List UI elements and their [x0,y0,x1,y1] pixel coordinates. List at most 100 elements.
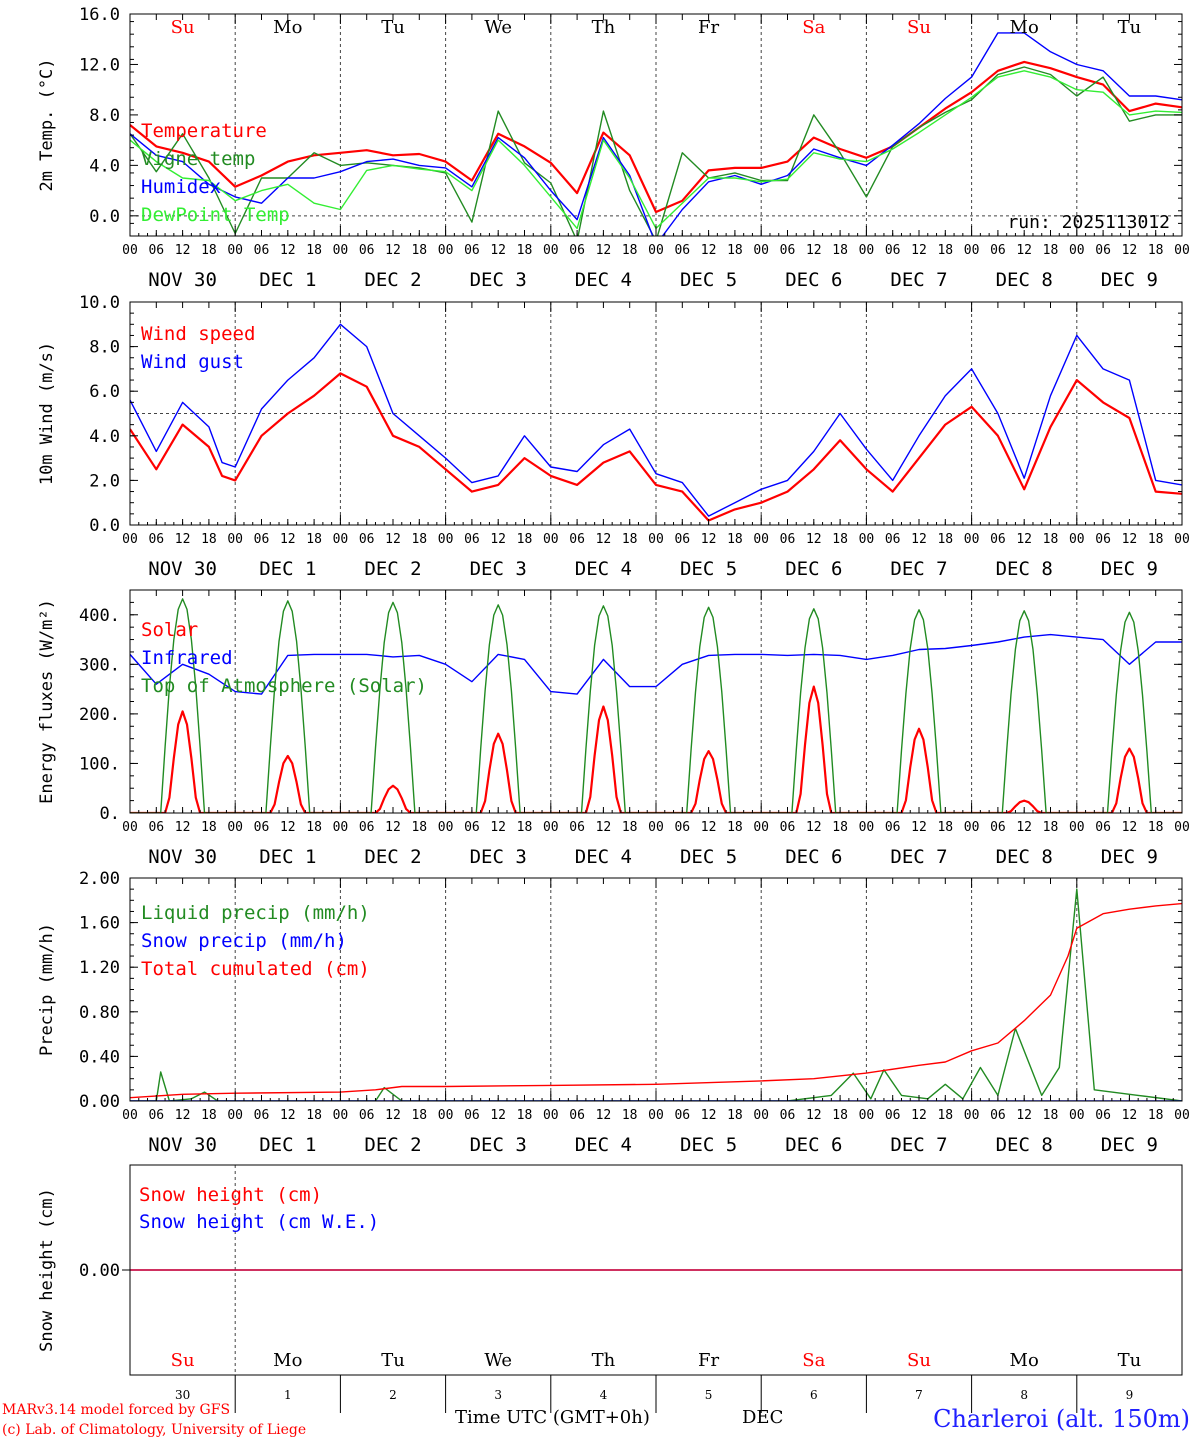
panel-2-date-label: NOV 30 [148,846,217,868]
panel-4-day-number: 6 [810,1388,818,1402]
panel-3-hour-label: 06 [674,1108,690,1123]
panel-2-hour-label: 18 [1148,820,1164,835]
panel-1-hour-label: 00 [543,532,559,547]
panel-1-hour-label: 00 [1069,532,1085,547]
panel-2-hour-label: 06 [359,820,375,835]
panel-2-legend-1: Infrared [141,647,233,669]
panel-4-day-number: 2 [389,1388,397,1402]
panel-1-hour-label: 12 [701,532,717,547]
panel-3-hour-label: 06 [148,1108,164,1123]
grid-layer [130,14,1182,1375]
panel-1-hour-label: 06 [1095,532,1111,547]
panel-0-hour-label: 18 [622,243,638,258]
top-day-abbr: Tu [381,17,405,38]
panel-4-day-abbr: Mo [273,1350,302,1371]
panel-4-day-number: 1 [284,1388,292,1402]
panel-2-date-label: DEC 2 [364,846,421,868]
panel-2-hour-label: 18 [201,820,217,835]
panel-3-legend-1: Snow precip (mm/h) [141,930,347,952]
panel-0-hour-label: 06 [569,243,585,258]
panel-0-date-label: DEC 1 [259,269,316,291]
panel-4-day-abbr: Mo [1010,1350,1039,1371]
panel-2-hour-label: 00 [859,820,875,835]
top-day-abbr: Th [592,17,616,38]
panel-0-hour-label: 18 [201,243,217,258]
model-credit: MARv3.14 model forced by GFS [2,1402,230,1418]
panel-2-hour-label: 18 [411,820,427,835]
panel-2-hour-label: 12 [175,820,191,835]
panel-0-date-label: DEC 2 [364,269,421,291]
panel-0-hour-label: 06 [254,243,270,258]
panel-3-legend-2: Total cumulated (cm) [141,958,370,980]
panel-1-hour-label: 06 [148,532,164,547]
panel-3-hour-label: 00 [648,1108,664,1123]
panel-0-hour-label: 18 [517,243,533,258]
panel-3-hour-label: 18 [201,1108,217,1123]
panel-3-hour-label: 18 [306,1108,322,1123]
panel-1-hour-label: 18 [727,532,743,547]
panel-1-series-0-line [130,372,1182,522]
panel-0-hour-label: 18 [1043,243,1059,258]
panel-1-hour-label: 18 [306,532,322,547]
panel-4-day-abbr: Tu [1118,1350,1142,1371]
panel-4-day-abbr: Su [171,1350,195,1371]
panel-2-hour-label: 00 [1069,820,1085,835]
panel-2-hour-label: 12 [596,820,612,835]
panel-1-legend-0: Wind speed [141,323,255,345]
panel-0-date-label: DEC 7 [890,269,947,291]
panel-2-ylabel: Energy fluxes (W/m²) [37,599,57,804]
panel-2-ytick-label: 300. [79,655,120,675]
panel-2-date-label: DEC 6 [785,846,842,868]
panel-1-hour-label: 12 [806,532,822,547]
panel-3-hour-label: 12 [1016,1108,1032,1123]
panel-1-hour-label: 06 [464,532,480,547]
panel-2-ytick-label: 100. [79,754,120,774]
panel-1-hour-label: 12 [175,532,191,547]
panel-1-hour-label: 00 [753,532,769,547]
panel-0-series-1-line [130,66,1182,236]
panel-1-hour-label: 12 [490,532,506,547]
panel-2-hour-label: 06 [885,820,901,835]
panel-3-date-label: DEC 6 [785,1134,842,1156]
panel-1-ylabel: 10m Wind (m/s) [37,342,57,485]
panel-1-hour-label: 18 [832,532,848,547]
panel-0-hour-label: 00 [543,243,559,258]
panel-1-hour-label: 06 [990,532,1006,547]
panel-1-date-label: DEC 8 [996,558,1053,580]
panel-2-hour-label: 12 [280,820,296,835]
panel-0-hour-label: 12 [806,243,822,258]
panel-0-hour-label: 18 [832,243,848,258]
panel-2-hour-label: 00 [438,820,454,835]
panel-0-hour-label: 00 [859,243,875,258]
panel-4-legend-1: Snow height (cm W.E.) [139,1211,379,1233]
panel-1-hour-label: 00 [122,532,138,547]
panel-0-date-label: DEC 3 [470,269,527,291]
panel-4-day-number: 5 [705,1388,713,1402]
panel-2-date-label: DEC 1 [259,846,316,868]
panel-3-hour-label: 18 [622,1108,638,1123]
panel-1-legend-1: Wind gust [141,351,244,373]
panel-0-ytick-label: 0.0 [89,207,120,227]
panel-1-ytick-label: 10.0 [79,293,120,313]
panel-2-hour-label: 00 [1174,820,1190,835]
time-axis-label: Time UTC (GMT+0h) [455,1407,650,1428]
panel-2-hour-label: 18 [1043,820,1059,835]
panel-3-hour-label: 12 [1122,1108,1138,1123]
panel-2-hour-label: 12 [1122,820,1138,835]
panel-1-hour-label: 12 [911,532,927,547]
top-day-abbr: We [484,17,512,38]
panel-4-day-number: 4 [600,1388,608,1402]
panel-2-hour-label: 18 [306,820,322,835]
panel-0-hour-label: 00 [1069,243,1085,258]
panel-2-hour-label: 12 [911,820,927,835]
panel-2-hour-label: 18 [517,820,533,835]
panel-0-hour-label: 00 [648,243,664,258]
panel-0-ylabel: 2m Temp. (°C) [37,58,57,191]
panel-0-ytick-label: 16.0 [79,5,120,25]
label-layer: 2m Temp. (°C)0.04.08.012.016.000 06 12 18 00… [37,5,1190,1402]
panel-0-hour-label: 00 [1174,243,1190,258]
panel-2-hour-label: 06 [464,820,480,835]
panel-4-day-number: 8 [1020,1388,1028,1402]
panel-4-ytick-label: 0.00 [79,1261,120,1281]
panel-2-hour-label: 12 [385,820,401,835]
